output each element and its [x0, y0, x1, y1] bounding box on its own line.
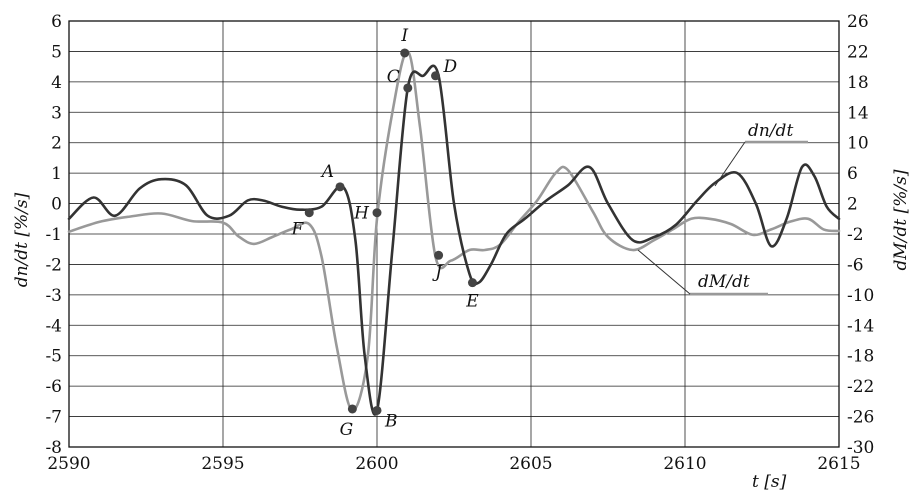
point-I [400, 48, 410, 58]
y-tick-left: 1 [51, 164, 62, 184]
series-lines [67, 50, 841, 416]
series-line-dM-dt [67, 50, 841, 412]
point-label-B: B [384, 411, 398, 431]
legend-label-dn-dt: dn/dt [748, 121, 793, 141]
point-label-G: G [340, 420, 354, 440]
y-tick-right: 10 [847, 134, 869, 154]
point-F [304, 208, 314, 218]
point-H [372, 208, 382, 218]
y-tick-right: -10 [847, 286, 874, 306]
y-tick-left: -5 [45, 347, 62, 367]
y-tick-right: 14 [847, 103, 869, 123]
plot-frame [68, 20, 840, 448]
y-tick-left: -3 [45, 286, 62, 306]
y-tick-left: -2 [45, 255, 62, 275]
x-axis-label: t [s] [752, 472, 787, 491]
y-tick-right: 26 [847, 12, 869, 32]
y-tick-right: -26 [847, 408, 874, 428]
point-label-F: F [290, 220, 304, 240]
x-tick: 2610 [663, 454, 706, 474]
y-tick-left: 4 [51, 73, 62, 93]
y-tick-left: 5 [51, 42, 62, 62]
x-tick: 2600 [355, 454, 398, 474]
point-label-J: J [432, 262, 443, 282]
point-J [434, 250, 444, 260]
y-tick-left: -4 [45, 316, 62, 336]
annotated-points: A B C D E F G H I J [290, 26, 479, 440]
point-D [431, 71, 441, 81]
legend: dn/dt dM/dt [637, 121, 808, 296]
point-G [347, 404, 357, 414]
y-axis-label-left: dn/dt [%/s] [12, 192, 32, 287]
series-line-dn-dt [67, 64, 841, 416]
tick-labels: 6 26 5 22 4 18 3 14 2 10 1 6 0 2 -1 -2 -2 -6 -3 -10 -4 -14 -5 -… [45, 12, 874, 474]
y-tick-right: -2 [847, 225, 864, 245]
point-label-I: I [400, 26, 408, 46]
y-tick-right: -30 [847, 438, 874, 458]
point-label-A: A [320, 162, 334, 182]
y-tick-right: -22 [847, 377, 874, 397]
legend-leader-dM-dt [637, 249, 691, 295]
y-tick-left: 6 [51, 12, 62, 32]
point-label-E: E [465, 292, 479, 312]
point-label-D: D [443, 57, 458, 77]
point-B [372, 405, 382, 415]
y-tick-right: -18 [847, 347, 874, 367]
legend-leader-dn-dt [714, 141, 746, 187]
y-tick-right: -6 [847, 255, 864, 275]
y-tick-left: -8 [45, 438, 62, 458]
y-tick-left: -6 [45, 377, 62, 397]
y-tick-right: 22 [847, 42, 869, 62]
grid [68, 20, 840, 448]
point-label-C: C [387, 67, 400, 87]
point-C [403, 83, 413, 93]
x-tick: 2595 [201, 454, 244, 474]
y-axis-label-right: dM/dt [%/s] [891, 169, 911, 270]
y-tick-right: 6 [847, 164, 858, 184]
y-tick-left: 3 [51, 103, 62, 123]
x-tick: 2590 [47, 454, 90, 474]
point-A [335, 182, 345, 192]
x-tick: 2615 [817, 454, 860, 474]
x-tick: 2605 [509, 454, 552, 474]
y-tick-right: 18 [847, 73, 869, 93]
y-tick-right: 2 [847, 195, 858, 215]
y-tick-left: 0 [51, 195, 62, 215]
legend-label-dM-dt: dM/dt [698, 272, 750, 292]
y-tick-left: -1 [45, 225, 62, 245]
y-tick-left: 2 [51, 134, 62, 154]
y-tick-right: -14 [847, 316, 874, 336]
point-label-H: H [353, 204, 370, 224]
point-E [467, 278, 477, 288]
y-tick-left: -7 [45, 408, 62, 428]
